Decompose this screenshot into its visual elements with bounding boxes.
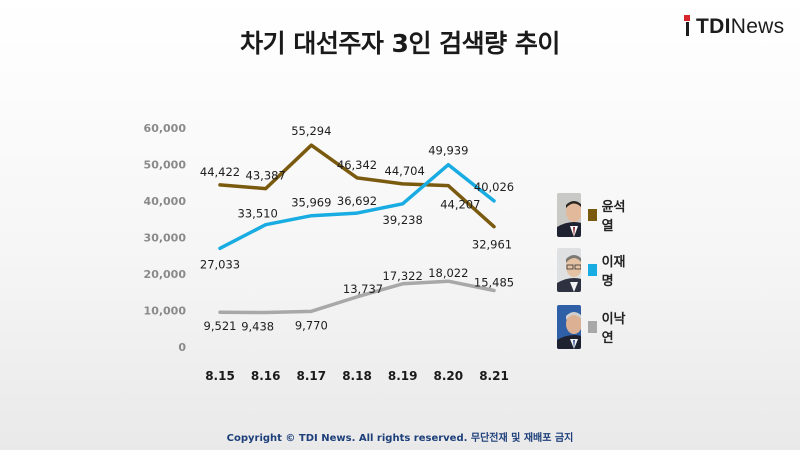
legend-swatch (588, 321, 597, 333)
data-label: 32,961 (472, 238, 512, 252)
x-tick-label: 8.19 (388, 369, 418, 383)
data-label: 55,294 (291, 124, 331, 138)
brand-mark-icon (684, 15, 693, 39)
legend-label: 이재명 (601, 255, 626, 289)
x-tick-label: 8.17 (297, 369, 327, 383)
portrait-man-gray-hair-icon (557, 305, 582, 349)
data-label: 39,238 (383, 213, 423, 227)
chart-title: 차기 대선주자 3인 검색량 추이 (240, 29, 560, 58)
brand-logo: TDINews (684, 12, 784, 42)
data-label: 43,387 (246, 169, 286, 183)
y-tick-label: 40,000 (144, 195, 187, 208)
legend-item-2: 이재명 (557, 248, 627, 292)
y-tick-label: 0 (178, 341, 186, 354)
portrait-man-glasses-icon (557, 248, 582, 292)
x-tick-label: 8.21 (479, 369, 509, 383)
data-label: 17,322 (383, 269, 423, 283)
data-label: 15,485 (474, 275, 514, 289)
data-label: 35,969 (291, 196, 331, 210)
legend-swatch (588, 264, 597, 276)
y-tick-label: 20,000 (144, 268, 187, 281)
data-label: 9,438 (241, 320, 274, 334)
data-label: 40,026 (474, 180, 514, 194)
copyright-footer: Copyright © TDI News. All rights reserve… (226, 433, 574, 444)
brand-name-light: News (730, 15, 785, 38)
y-tick-label: 10,000 (144, 305, 187, 318)
data-label: 33,510 (238, 207, 278, 221)
x-tick-label: 8.15 (205, 369, 235, 383)
data-label: 27,033 (200, 257, 240, 271)
data-label: 13,737 (343, 282, 383, 296)
series-line-3 (218, 279, 496, 315)
x-tick-label: 8.20 (434, 369, 464, 383)
data-label: 44,422 (200, 165, 240, 179)
y-tick-label: 30,000 (144, 232, 187, 245)
data-label: 18,022 (428, 266, 468, 280)
legend-label: 이낙연 (601, 312, 626, 346)
data-label: 44,704 (385, 164, 425, 178)
data-label: 9,770 (295, 318, 328, 332)
y-tick-label: 60,000 (144, 122, 187, 135)
portrait-man-dark-suit-icon (557, 193, 582, 237)
series-line-2 (218, 162, 496, 251)
data-label: 49,939 (428, 144, 468, 158)
x-tick-label: 8.16 (251, 369, 281, 383)
legend-item-1: 윤석열 (557, 193, 627, 237)
series-line-1 (218, 143, 496, 229)
legend-item-3: 이낙연 (557, 305, 627, 349)
data-label: 44,207 (440, 198, 480, 212)
y-tick-label: 50,000 (144, 159, 187, 172)
data-label: 9,521 (204, 319, 237, 333)
data-label: 36,692 (337, 194, 377, 208)
data-label: 46,342 (337, 158, 377, 172)
brand-name-bold: TDI (696, 15, 731, 38)
x-tick-label: 8.18 (342, 369, 372, 383)
brand-name: TDINews (696, 15, 784, 39)
legend-label: 윤석열 (601, 200, 626, 234)
legend-swatch (588, 209, 597, 221)
